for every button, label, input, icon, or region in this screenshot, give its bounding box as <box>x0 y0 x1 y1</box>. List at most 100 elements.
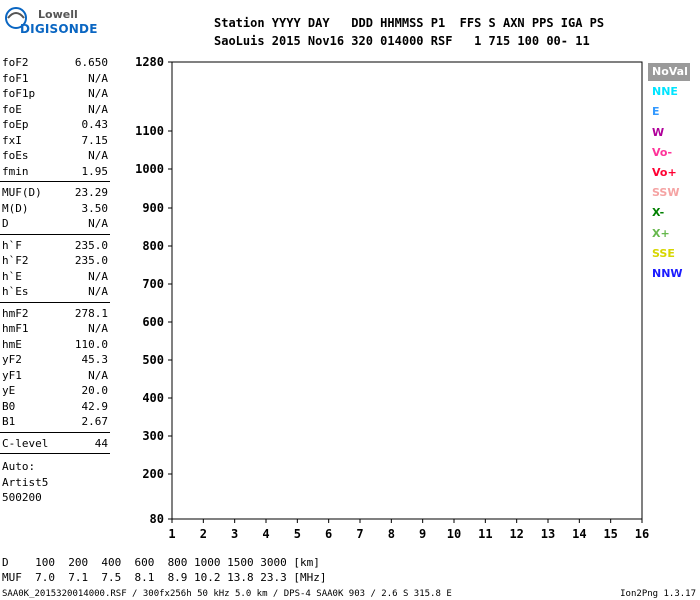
param-value: 6.650 <box>74 56 108 69</box>
param-name: D <box>2 217 9 230</box>
legend-item-vo-: Vo+ <box>648 164 690 182</box>
param-name: yF2 <box>2 353 22 366</box>
param-value: N/A <box>88 322 108 335</box>
y-tick-label: 1280 <box>135 55 164 69</box>
lowell-digisonde-logo: Lowell DIGISONDE <box>4 6 97 42</box>
param-value: 45.3 <box>81 353 109 366</box>
x-tick-label: 11 <box>478 527 492 541</box>
x-tick-label: 7 <box>356 527 363 541</box>
param-value: 235.0 <box>74 238 108 252</box>
param-name: foF2 <box>2 56 29 69</box>
param-row: B0 42.9 <box>2 400 108 413</box>
x-tick-label: 9 <box>419 527 426 541</box>
param-name: foEs <box>2 149 29 162</box>
param-value: 3.50 <box>81 201 109 215</box>
legend-item-x-: X+ <box>648 224 690 243</box>
y-tick-label: 1000 <box>135 162 164 176</box>
station-header-labels: Station YYYY DAY DDD HHMMSS P1 FFS S AXN… <box>214 16 605 30</box>
param-value: N/A <box>88 71 108 85</box>
y-tick-label: 700 <box>142 277 164 291</box>
param-row: fmin 1.95 <box>2 165 108 178</box>
y-tick-label: 800 <box>142 239 164 253</box>
param-value: 235.0 <box>74 254 108 267</box>
param-value: N/A <box>88 87 108 100</box>
param-name: M(D) <box>2 201 29 215</box>
param-separator <box>0 181 110 182</box>
param-name: hmF2 <box>2 306 29 320</box>
autoscaling-line1: Auto: <box>2 460 36 473</box>
param-value: 278.1 <box>74 306 108 320</box>
param-row: D N/A <box>2 217 108 230</box>
param-name: h`F <box>2 238 22 252</box>
y-tick-label: 80 <box>150 512 164 526</box>
param-value: N/A <box>88 102 108 116</box>
x-tick-label: 4 <box>262 527 269 541</box>
param-value: N/A <box>88 285 108 298</box>
param-row: yE 20.0 <box>2 384 108 397</box>
plot-frame <box>171 61 643 520</box>
param-name: foE <box>2 102 22 116</box>
x-tick-label: 8 <box>388 527 395 541</box>
param-row: h`E N/A <box>2 270 108 283</box>
param-row: M(D) 3.50 <box>2 202 108 215</box>
y-tick-label: 200 <box>142 467 164 481</box>
param-value: 7.15 <box>81 133 109 147</box>
plot-axes: 1 2 3 4 5 6 7 8 9 10 11 12 13 14 15 1680200300400500600… <box>135 55 649 541</box>
param-row: foF1p N/A <box>2 87 108 100</box>
param-row: hmE 110.0 <box>2 338 108 351</box>
param-separator <box>0 431 110 433</box>
param-row: yF1 N/A <box>2 369 108 382</box>
clevel-value: 44 <box>94 436 108 450</box>
station-header-values: SaoLuis 2015 Nov16 320 014000 RSF 1 715 … <box>214 34 590 48</box>
x-tick-label: 12 <box>509 527 523 541</box>
param-name: hmE <box>2 337 22 351</box>
legend-item-nne: NNE <box>648 83 690 102</box>
param-value: N/A <box>88 269 108 283</box>
legend-item-x-: X- <box>648 204 690 223</box>
logo-product: DIGISONDE <box>20 22 98 36</box>
param-name: B1 <box>2 415 16 428</box>
param-row: h`F2 235.0 <box>2 254 108 267</box>
clevel-label: C-level <box>2 436 49 450</box>
param-row: hmF1 N/A <box>2 322 108 335</box>
param-row: foF2 6.650 <box>2 56 108 69</box>
param-row: h`F 235.0 <box>2 239 108 252</box>
param-row: foF1 N/A <box>2 72 108 85</box>
y-tick-label: 900 <box>142 201 164 215</box>
x-tick-label: 14 <box>572 527 586 541</box>
param-value: 42.9 <box>81 399 109 413</box>
autoscaling-line2: Artist5 <box>2 475 49 489</box>
param-value: 2.67 <box>81 415 109 428</box>
x-tick-label: 16 <box>635 527 649 541</box>
version-label: Ion2Png 1.3.17 <box>620 589 696 599</box>
legend-item-e: E <box>648 103 690 122</box>
param-name: foEp <box>2 118 29 131</box>
y-tick-label: 300 <box>142 429 164 443</box>
param-name: fxI <box>2 133 22 147</box>
param-row: MUF(D) 23.29 <box>2 186 108 199</box>
legend-item-noval: NoVal <box>648 63 690 81</box>
x-tick-label: 5 <box>294 527 301 541</box>
param-row: foEs N/A <box>2 149 108 162</box>
x-tick-label: 6 <box>325 527 332 541</box>
param-row: foEp 0.43 <box>2 118 108 131</box>
param-name: MUF(D) <box>2 186 42 199</box>
param-row: hmF2 278.1 <box>2 307 108 320</box>
param-separator <box>0 301 110 303</box>
param-row: yF2 45.3 <box>2 353 108 366</box>
x-tick-label: 1 <box>168 527 175 541</box>
param-name: yF1 <box>2 368 22 382</box>
x-tick-label: 15 <box>603 527 617 541</box>
param-value: 1.95 <box>81 164 109 178</box>
param-separator <box>0 233 110 235</box>
param-value: 0.43 <box>81 118 109 131</box>
param-value: 23.29 <box>74 186 108 199</box>
param-row: h`Es N/A <box>2 285 108 298</box>
param-name: B0 <box>2 399 16 413</box>
x-tick-label: 3 <box>231 527 238 541</box>
param-name: h`F2 <box>2 254 29 267</box>
param-name: hmF1 <box>2 322 29 335</box>
param-value: N/A <box>88 368 108 382</box>
param-name: h`E <box>2 269 22 283</box>
